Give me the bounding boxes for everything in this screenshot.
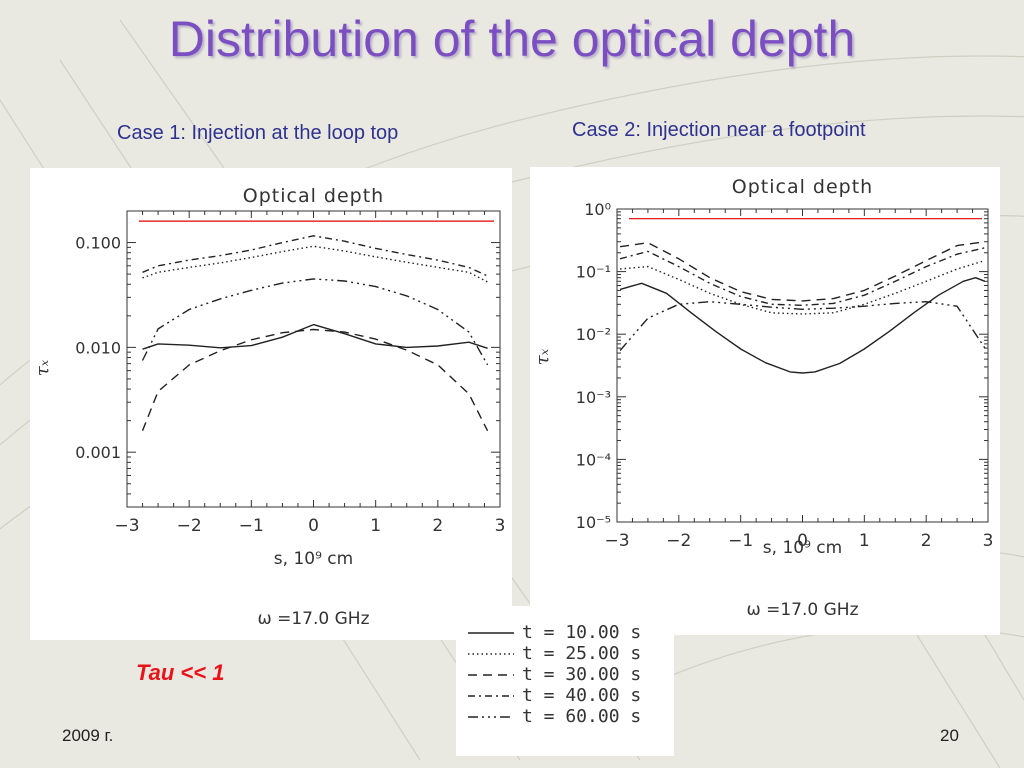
y-tick-label: 10⁻¹: [576, 263, 611, 282]
x-tick-label: 2: [921, 531, 932, 551]
chart-panel-case2: −3 −2 −1 0 1 2 3 10⁰ 10⁻¹ 10⁻² 10⁻³ 10⁻⁴ 10⁻⁵ Optical…: [530, 167, 1000, 635]
case2-label: Case 2: Injection near a footpoint: [572, 119, 866, 141]
x-tick-label: 1: [859, 531, 870, 551]
legend-label: t = 10.00 s: [522, 622, 641, 643]
slide-number: 20: [940, 726, 959, 745]
chart-title: Optical depth: [732, 176, 873, 198]
chart-title: Optical depth: [243, 185, 384, 207]
series-line-solid: [142, 323, 488, 350]
series-line-dotted: [142, 245, 488, 283]
legend-svg: t = 10.00 st = 25.00 st = 30.00 st = 40.…: [468, 622, 641, 727]
x-tick-label: 0: [308, 516, 319, 536]
legend-label: t = 25.00 s: [522, 643, 641, 664]
plot-frame: [616, 208, 989, 523]
frequency-footnote: ω =17.0 GHz: [257, 609, 369, 629]
series-line-dash-dot: [619, 247, 986, 307]
x-tick-label: 2: [432, 516, 443, 536]
x-tick-label: −2: [177, 516, 202, 536]
x-tick-label: −1: [239, 516, 264, 536]
legend-label: t = 60.00 s: [522, 706, 641, 727]
x-tick-label: −3: [114, 516, 139, 536]
tau-note: Tau << 1: [136, 660, 225, 685]
frequency-footnote: ω =17.0 GHz: [746, 600, 858, 620]
x-axis-label: s, 10⁹ cm: [763, 538, 842, 558]
series-line-long-dash-dot: [619, 300, 986, 351]
series-line-short-dash: [620, 241, 985, 302]
y-tick-label: 10⁰: [584, 200, 611, 219]
chart-panel-case1: −3 −2 −1 0 1 2 3 0.100 0.010 0.001 Optical depth s,…: [30, 168, 512, 640]
legend-label: t = 30.00 s: [522, 664, 641, 685]
y-tick-label: 10⁻³: [576, 388, 611, 407]
y-tick-label: 10⁻⁴: [576, 450, 611, 469]
legend-label: t = 40.00 s: [522, 685, 641, 706]
x-tick-label: 3: [983, 531, 994, 551]
series-line-long-dash-dot: [141, 278, 489, 366]
slide-title: Distribution of the optical depth: [168, 11, 856, 67]
chart-case1: −3 −2 −1 0 1 2 3 0.100 0.010 0.001 Optical depth s,…: [32, 185, 506, 629]
plot-frame: [126, 210, 501, 508]
y-tick-label: 10⁻²: [576, 325, 611, 344]
series-line-dotted: [620, 259, 986, 315]
x-tick-label: 1: [370, 516, 381, 536]
x-tick-label: 0: [797, 531, 808, 551]
x-tick-label: −2: [666, 531, 691, 551]
x-tick-label: 3: [495, 516, 506, 536]
x-tick-label: −3: [604, 531, 629, 551]
y-axis-label: τₓ: [32, 359, 53, 376]
y-tick-label: 10⁻⁵: [576, 513, 611, 532]
y-tick-label: 0.010: [75, 338, 121, 357]
series-line-short-dash: [141, 328, 489, 432]
y-tick-label: 0.001: [75, 443, 121, 462]
x-tick-label: −1: [728, 531, 753, 551]
series-line-dash-dot: [142, 235, 488, 277]
y-tick-label: 0.100: [75, 234, 121, 253]
series-line-solid: [619, 276, 986, 374]
x-axis-label: s, 10⁹ cm: [274, 549, 353, 569]
case1-label: Case 1: Injection at the loop top: [117, 122, 399, 144]
chart-case2: −3 −2 −1 0 1 2 3 10⁰ 10⁻¹ 10⁻² 10⁻³ 10⁻⁴ 10⁻⁵ Optical…: [532, 176, 994, 620]
footer-year: 2009 г.: [62, 726, 114, 745]
y-axis-label: τₓ: [532, 348, 553, 365]
